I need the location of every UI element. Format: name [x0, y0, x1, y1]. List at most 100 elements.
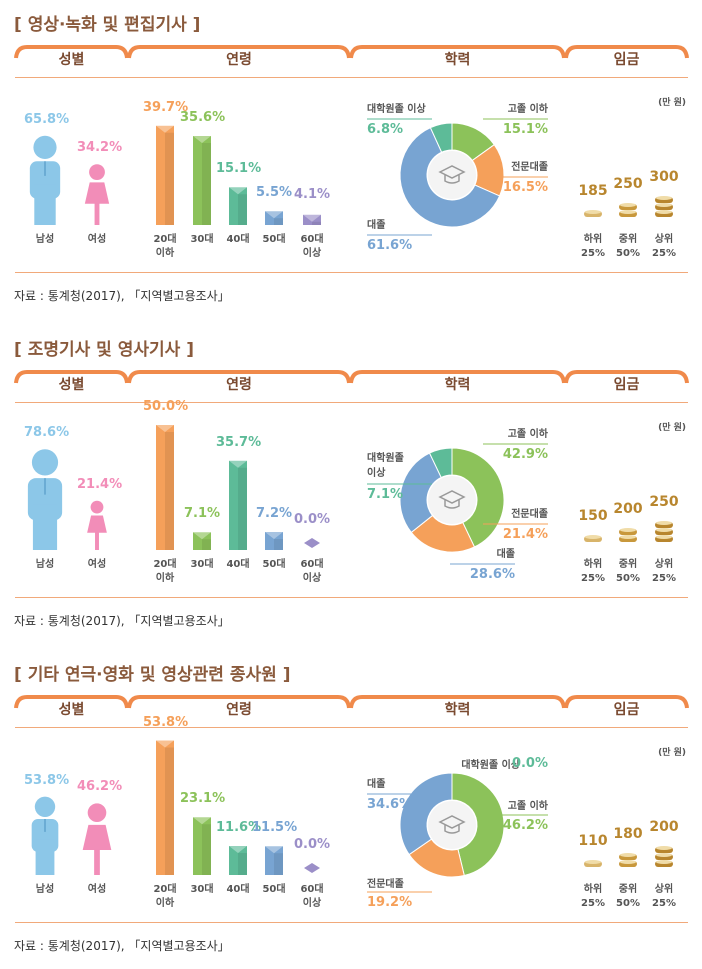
- person-legs: [34, 184, 56, 225]
- coin-top: [656, 853, 672, 857]
- person-head: [34, 796, 56, 817]
- female-pct: 46.2%: [77, 779, 123, 795]
- age-pct-4: 11.5%: [252, 820, 298, 836]
- donut-slice-1: [451, 772, 505, 877]
- age-label-5: 60대 이상: [300, 884, 324, 909]
- age-bar-4: [265, 846, 283, 875]
- header-education: 학력: [444, 702, 471, 718]
- header-divider: [15, 727, 688, 728]
- age-bar-shade: [238, 194, 247, 225]
- person-legs: [94, 849, 100, 875]
- male-pct: 53.8%: [24, 772, 70, 788]
- coin-top: [656, 210, 672, 214]
- header-arc: [564, 370, 689, 384]
- section-2: [ 조명기사 및 영사기사 ] 성별 연령 학력 임금 자료 : 통계청(2017), 「…: [0, 325, 702, 650]
- person-legs: [32, 504, 58, 550]
- graduation-cap-icon: [438, 490, 466, 509]
- age-bar-top: [193, 525, 211, 540]
- age-bar-shade: [202, 539, 211, 550]
- header-education: 학력: [444, 377, 471, 393]
- wage-value-1: 185: [578, 183, 608, 199]
- age-bar-4: [265, 532, 283, 550]
- person-head: [33, 135, 57, 159]
- age-bar-2: [193, 817, 211, 875]
- age-bar-top: [156, 733, 174, 748]
- graduation-cap-icon: [438, 165, 466, 184]
- age-label-1: 20대 이하: [153, 884, 177, 909]
- age-pct-3: 35.7%: [216, 434, 262, 450]
- age-label-2: 30대: [190, 884, 214, 895]
- age-bar-4: [265, 211, 283, 225]
- age-bar-shade: [312, 221, 321, 225]
- edu-name-1: 고졸 이하: [507, 104, 548, 115]
- header-arc: [14, 695, 129, 709]
- footer-divider: [15, 922, 688, 923]
- edu-pct-2: 16.5%: [502, 180, 548, 195]
- age-pct-1: 50.0%: [143, 399, 189, 414]
- person-body: [87, 515, 107, 533]
- header-arc: [127, 370, 351, 384]
- gender-label-male: 남성: [35, 234, 55, 245]
- header-arc: [127, 695, 351, 709]
- section-1: [ 영상·녹화 및 편집기사 ] 성별 연령 학력 임금 자료 : 통계청(2017), …: [0, 0, 702, 325]
- female-icon: [87, 500, 107, 550]
- age-label-4: 50대: [262, 234, 286, 245]
- edu-pct-1: 15.1%: [502, 122, 548, 137]
- coin-top: [656, 860, 672, 864]
- person-legs: [94, 203, 100, 225]
- wage-value-1: 110: [578, 833, 608, 849]
- age-bar-3: [229, 460, 247, 550]
- wage-unit: (만 원): [658, 98, 686, 108]
- chart-canvas: [31, 733, 673, 893]
- age-bar-top: [193, 810, 211, 825]
- header-gender: 성별: [58, 52, 85, 68]
- person-head: [31, 449, 59, 476]
- header-age: 연령: [226, 52, 252, 68]
- person-legs: [35, 839, 55, 875]
- coin-top: [656, 203, 672, 207]
- header-arc: [349, 45, 566, 59]
- donut-center: [428, 151, 476, 199]
- person-body: [84, 182, 110, 204]
- age-label-3: 40대: [226, 559, 250, 570]
- female-icon: [84, 164, 110, 225]
- age-bar-shade: [238, 467, 247, 550]
- age-bar-top: [229, 839, 247, 853]
- gender-label-female: 여성: [87, 559, 107, 570]
- age-bar-top: [265, 204, 283, 219]
- age-bar-1: [156, 740, 174, 875]
- header-arc: [564, 695, 689, 709]
- coin-top: [620, 210, 636, 214]
- age-label-5: 60대 이상: [300, 234, 324, 259]
- wage-label-2: 중위 50%: [616, 559, 640, 584]
- header-band: [14, 370, 689, 384]
- age-label-1: 20대 이하: [153, 234, 177, 259]
- coin-top: [620, 853, 636, 857]
- donut-slice-4: [428, 447, 453, 479]
- source-note: 자료 : 통계청(2017), 「지역별고용조사」: [14, 614, 230, 628]
- wage-label-2: 중위 50%: [616, 234, 640, 259]
- age-pct-3: 11.6%: [216, 820, 262, 835]
- female-pct: 21.4%: [77, 476, 123, 492]
- source-note: 자료 : 통계청(2017), 「지역별고용조사」: [14, 939, 230, 953]
- edu-name-2: 전문대졸: [511, 509, 548, 520]
- person-body: [82, 824, 112, 850]
- coin-top: [656, 846, 672, 850]
- wage-unit: (만 원): [658, 748, 686, 758]
- age-bar-shade: [238, 853, 247, 875]
- coin-top: [620, 528, 636, 532]
- coin-top: [656, 535, 672, 539]
- header-wage: 임금: [613, 377, 640, 393]
- age-pct-4: 7.2%: [255, 506, 293, 521]
- gender-label-male: 남성: [35, 884, 55, 895]
- edu-name-3: 대졸: [367, 220, 386, 231]
- section-3: [ 기타 연극·영화 및 영상관련 종사원 ] 성별 연령 학력 임금 자료 : 통계청(…: [0, 650, 702, 969]
- header-age: 연령: [226, 702, 252, 718]
- age-bar-5: [304, 863, 320, 873]
- male-pct: 78.6%: [24, 425, 70, 441]
- edu-name-1: 고졸 이하: [507, 429, 548, 440]
- header-wage: 임금: [613, 52, 640, 68]
- header-band: [14, 695, 689, 709]
- person-head: [90, 500, 104, 514]
